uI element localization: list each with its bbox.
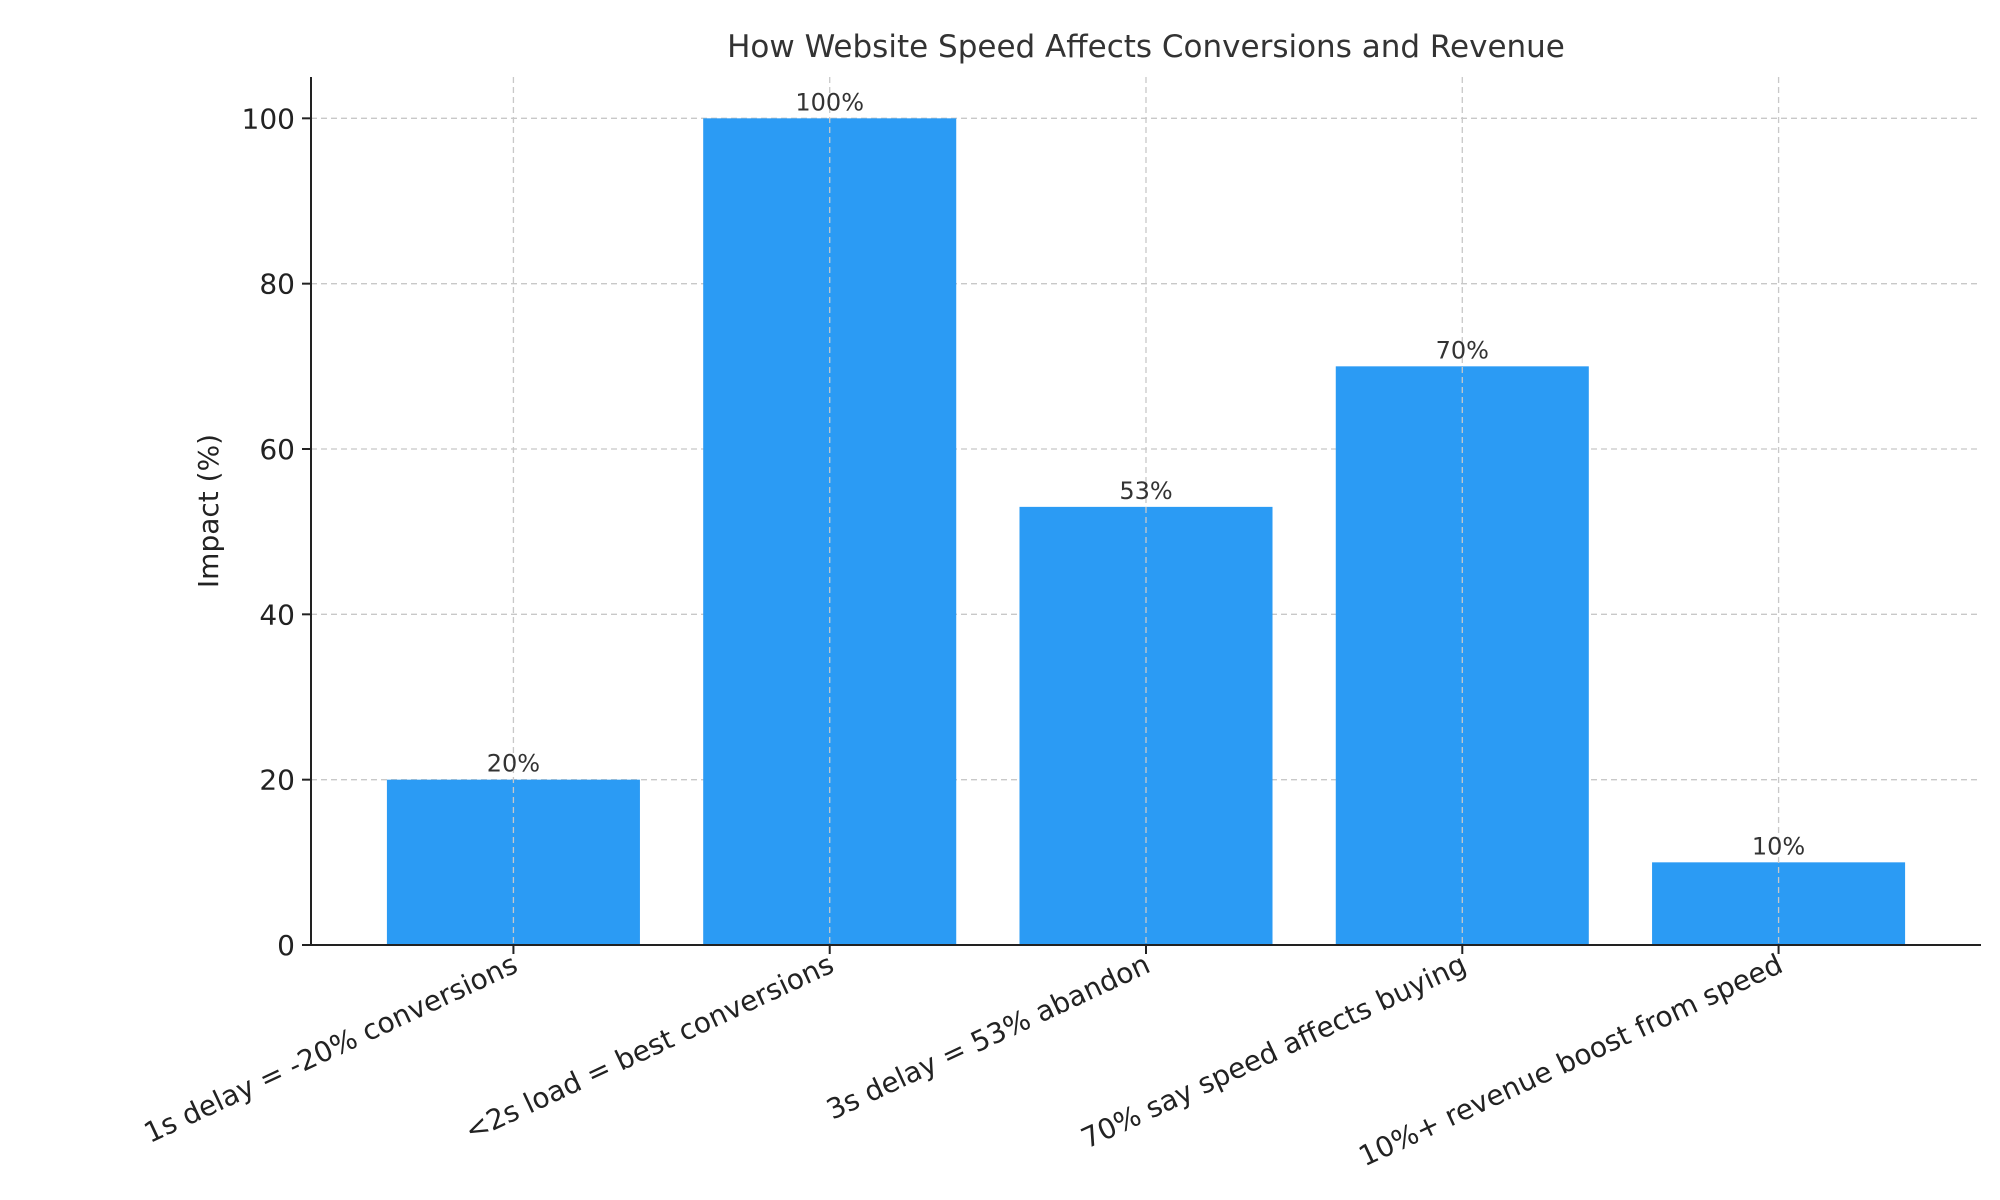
y-axis-label: Impact (%) — [192, 434, 225, 588]
y-tick-label: 60 — [259, 433, 295, 466]
data-label: 20% — [487, 750, 540, 778]
x-tick-label: 3s delay = 53% abandon — [821, 947, 1155, 1126]
y-tick-label: 40 — [259, 598, 295, 631]
data-labels: 20% 100% 53% 70% 10% — [487, 88, 1805, 860]
y-tick-label: 80 — [259, 268, 295, 301]
chart-title: How Website Speed Affects Conversions an… — [727, 29, 1565, 65]
y-tick-label: 100 — [242, 102, 295, 135]
data-label: 100% — [795, 88, 864, 116]
y-tick-label: 0 — [277, 929, 295, 962]
data-label: 70% — [1436, 336, 1489, 364]
y-tick-label: 20 — [259, 764, 295, 797]
data-label: 53% — [1119, 477, 1172, 505]
data-label: 10% — [1752, 832, 1805, 860]
